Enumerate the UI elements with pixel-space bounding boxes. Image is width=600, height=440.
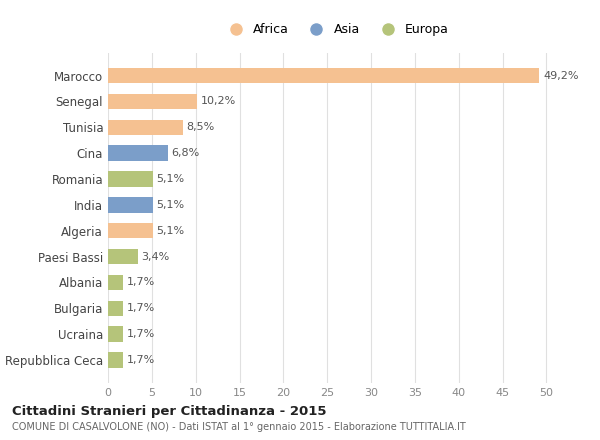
Legend: Africa, Asia, Europa: Africa, Asia, Europa	[219, 19, 453, 40]
Bar	[108, 275, 123, 290]
Bar	[108, 145, 167, 161]
Text: 5,1%: 5,1%	[156, 200, 184, 210]
Text: 6,8%: 6,8%	[171, 148, 199, 158]
Bar	[108, 352, 123, 368]
Text: 10,2%: 10,2%	[201, 96, 236, 106]
Bar	[108, 223, 153, 238]
Text: Cittadini Stranieri per Cittadinanza - 2015: Cittadini Stranieri per Cittadinanza - 2…	[12, 405, 326, 418]
Bar	[108, 326, 123, 342]
Bar	[108, 197, 153, 213]
Bar	[108, 94, 197, 109]
Text: 5,1%: 5,1%	[156, 174, 184, 184]
Text: 3,4%: 3,4%	[142, 252, 170, 262]
Bar	[108, 120, 182, 135]
Text: 1,7%: 1,7%	[127, 303, 155, 313]
Text: COMUNE DI CASALVOLONE (NO) - Dati ISTAT al 1° gennaio 2015 - Elaborazione TUTTIT: COMUNE DI CASALVOLONE (NO) - Dati ISTAT …	[12, 422, 466, 433]
Text: 5,1%: 5,1%	[156, 226, 184, 236]
Bar	[108, 171, 153, 187]
Text: 1,7%: 1,7%	[127, 355, 155, 365]
Bar	[108, 301, 123, 316]
Bar	[108, 249, 138, 264]
Text: 8,5%: 8,5%	[186, 122, 214, 132]
Bar	[108, 68, 539, 83]
Text: 1,7%: 1,7%	[127, 329, 155, 339]
Text: 49,2%: 49,2%	[543, 70, 578, 81]
Text: 1,7%: 1,7%	[127, 278, 155, 287]
